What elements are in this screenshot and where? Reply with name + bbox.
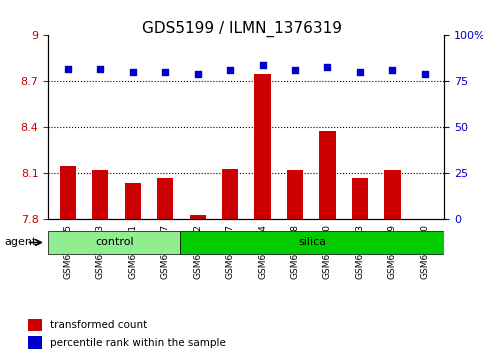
Text: percentile rank within the sample: percentile rank within the sample bbox=[50, 338, 226, 348]
Point bbox=[97, 66, 104, 72]
Point bbox=[388, 68, 396, 73]
Point bbox=[194, 71, 201, 77]
Bar bbox=[222, 169, 238, 219]
Bar bbox=[319, 131, 336, 219]
Bar bbox=[189, 215, 206, 219]
Bar bbox=[92, 170, 108, 219]
Bar bbox=[28, 319, 42, 331]
Point bbox=[421, 71, 429, 77]
Text: silica: silica bbox=[298, 238, 327, 247]
Bar bbox=[287, 170, 303, 219]
Point bbox=[259, 62, 267, 68]
Point bbox=[161, 69, 169, 75]
Point bbox=[64, 66, 71, 72]
Text: GDS5199 / ILMN_1376319: GDS5199 / ILMN_1376319 bbox=[142, 21, 341, 38]
Point bbox=[226, 68, 234, 73]
FancyBboxPatch shape bbox=[180, 232, 444, 253]
Bar bbox=[352, 178, 368, 219]
Point bbox=[129, 69, 137, 75]
Text: agent: agent bbox=[5, 238, 37, 247]
Text: control: control bbox=[95, 238, 134, 247]
Bar bbox=[60, 166, 76, 219]
Text: transformed count: transformed count bbox=[50, 320, 147, 330]
Point bbox=[324, 64, 331, 69]
Point bbox=[291, 68, 299, 73]
Bar bbox=[28, 336, 42, 349]
Bar bbox=[255, 74, 270, 219]
Bar bbox=[125, 183, 141, 219]
FancyBboxPatch shape bbox=[48, 232, 180, 253]
Point bbox=[356, 69, 364, 75]
Bar bbox=[157, 178, 173, 219]
Bar bbox=[384, 170, 400, 219]
